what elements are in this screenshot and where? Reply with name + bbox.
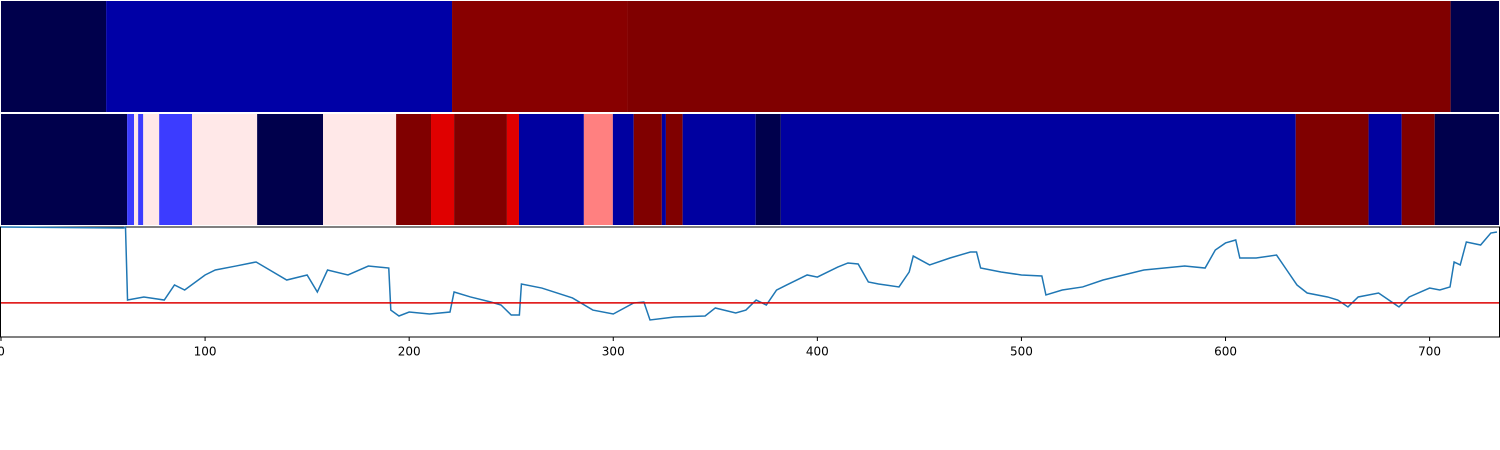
segment: [138, 114, 144, 225]
segment: [755, 114, 781, 225]
segment: [1, 1, 107, 112]
segment: [1450, 1, 1499, 112]
segment: [665, 114, 683, 225]
x-tick-label: 100: [194, 345, 217, 359]
x-tick-label: 300: [602, 345, 625, 359]
plot-frame: [0, 226, 1500, 338]
segment: [127, 114, 135, 225]
segment: [1434, 114, 1499, 225]
x-tick-label: 600: [1214, 345, 1237, 359]
segment: [1295, 114, 1369, 225]
segment: [134, 114, 139, 225]
segment: [627, 1, 1451, 112]
segment: [452, 1, 628, 112]
segment: [192, 114, 258, 225]
segment: [780, 114, 1296, 225]
x-tick-label: 500: [1010, 345, 1033, 359]
segment: [1, 114, 128, 225]
segment: [518, 114, 584, 225]
segment: [454, 114, 507, 225]
segment: [106, 1, 453, 112]
segment: [633, 114, 662, 225]
segment: [612, 114, 634, 225]
segment: [583, 114, 613, 225]
segment: [1368, 114, 1402, 225]
segment: [506, 114, 519, 225]
segment: [431, 114, 455, 225]
line: [0, 225, 1498, 321]
segment: [661, 114, 666, 225]
segment: [323, 114, 397, 225]
segment: [159, 114, 193, 225]
x-tick-label: 400: [806, 345, 829, 359]
x-tick-label: 0: [0, 345, 5, 359]
segment: [682, 114, 756, 225]
segment: [257, 114, 324, 225]
x-tick-label: 200: [398, 345, 421, 359]
segment: [143, 114, 160, 225]
segment: [1401, 114, 1435, 225]
segment: [396, 114, 432, 225]
x-tick-label: 700: [1418, 345, 1441, 359]
